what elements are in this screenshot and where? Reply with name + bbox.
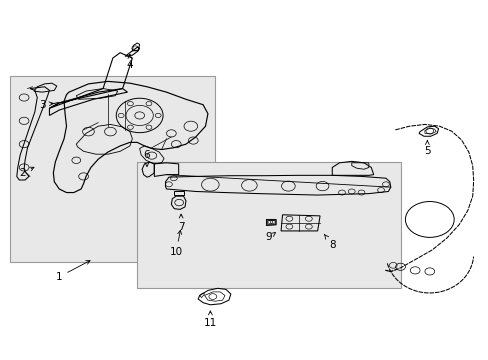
- Text: 11: 11: [203, 311, 217, 328]
- Text: 1: 1: [56, 261, 90, 282]
- Text: 4: 4: [126, 54, 133, 70]
- Text: 5: 5: [423, 140, 430, 156]
- Text: 3: 3: [39, 100, 53, 110]
- Text: 7: 7: [178, 214, 184, 231]
- Bar: [10, 76, 215, 262]
- Text: 9: 9: [265, 232, 275, 242]
- Text: 8: 8: [324, 234, 335, 249]
- Text: 10: 10: [169, 230, 183, 257]
- Text: 6: 6: [143, 150, 150, 167]
- Bar: [137, 162, 400, 288]
- Text: 2: 2: [20, 167, 34, 178]
